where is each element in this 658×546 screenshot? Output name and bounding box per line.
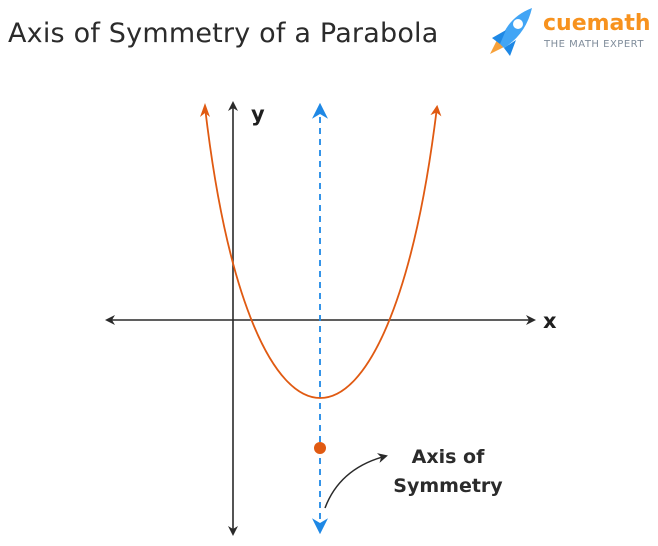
annotation-arrow <box>324 453 388 509</box>
brand-name: cuemath <box>543 11 651 36</box>
brand-tagline: THE MATH EXPERT <box>544 39 644 50</box>
rocket-icon <box>490 8 532 56</box>
annotation-label-line1: Axis of <box>412 446 485 468</box>
x-axis-label: x <box>543 309 557 333</box>
parabola-curve <box>204 104 442 399</box>
vertex-point <box>314 442 326 454</box>
parabola-left-arrowhead <box>200 103 210 117</box>
brand: cuemath THE MATH EXPERT <box>480 4 658 60</box>
y-axis-label: y <box>251 102 265 126</box>
page-title: Axis of Symmetry of a Parabola <box>8 18 439 49</box>
annotation-label-line2: Symmetry <box>393 475 503 497</box>
